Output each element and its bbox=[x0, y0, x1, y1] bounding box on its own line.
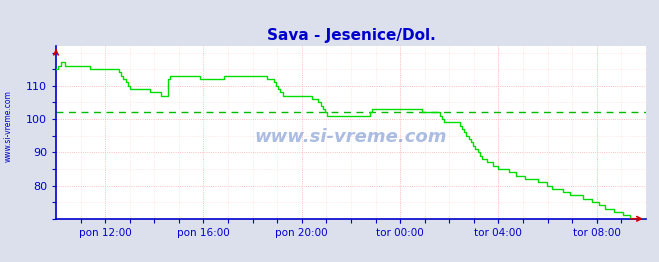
Text: www.si-vreme.com: www.si-vreme.com bbox=[3, 90, 13, 162]
Title: Sava - Jesenice/Dol.: Sava - Jesenice/Dol. bbox=[266, 28, 436, 43]
Text: www.si-vreme.com: www.si-vreme.com bbox=[254, 128, 447, 146]
